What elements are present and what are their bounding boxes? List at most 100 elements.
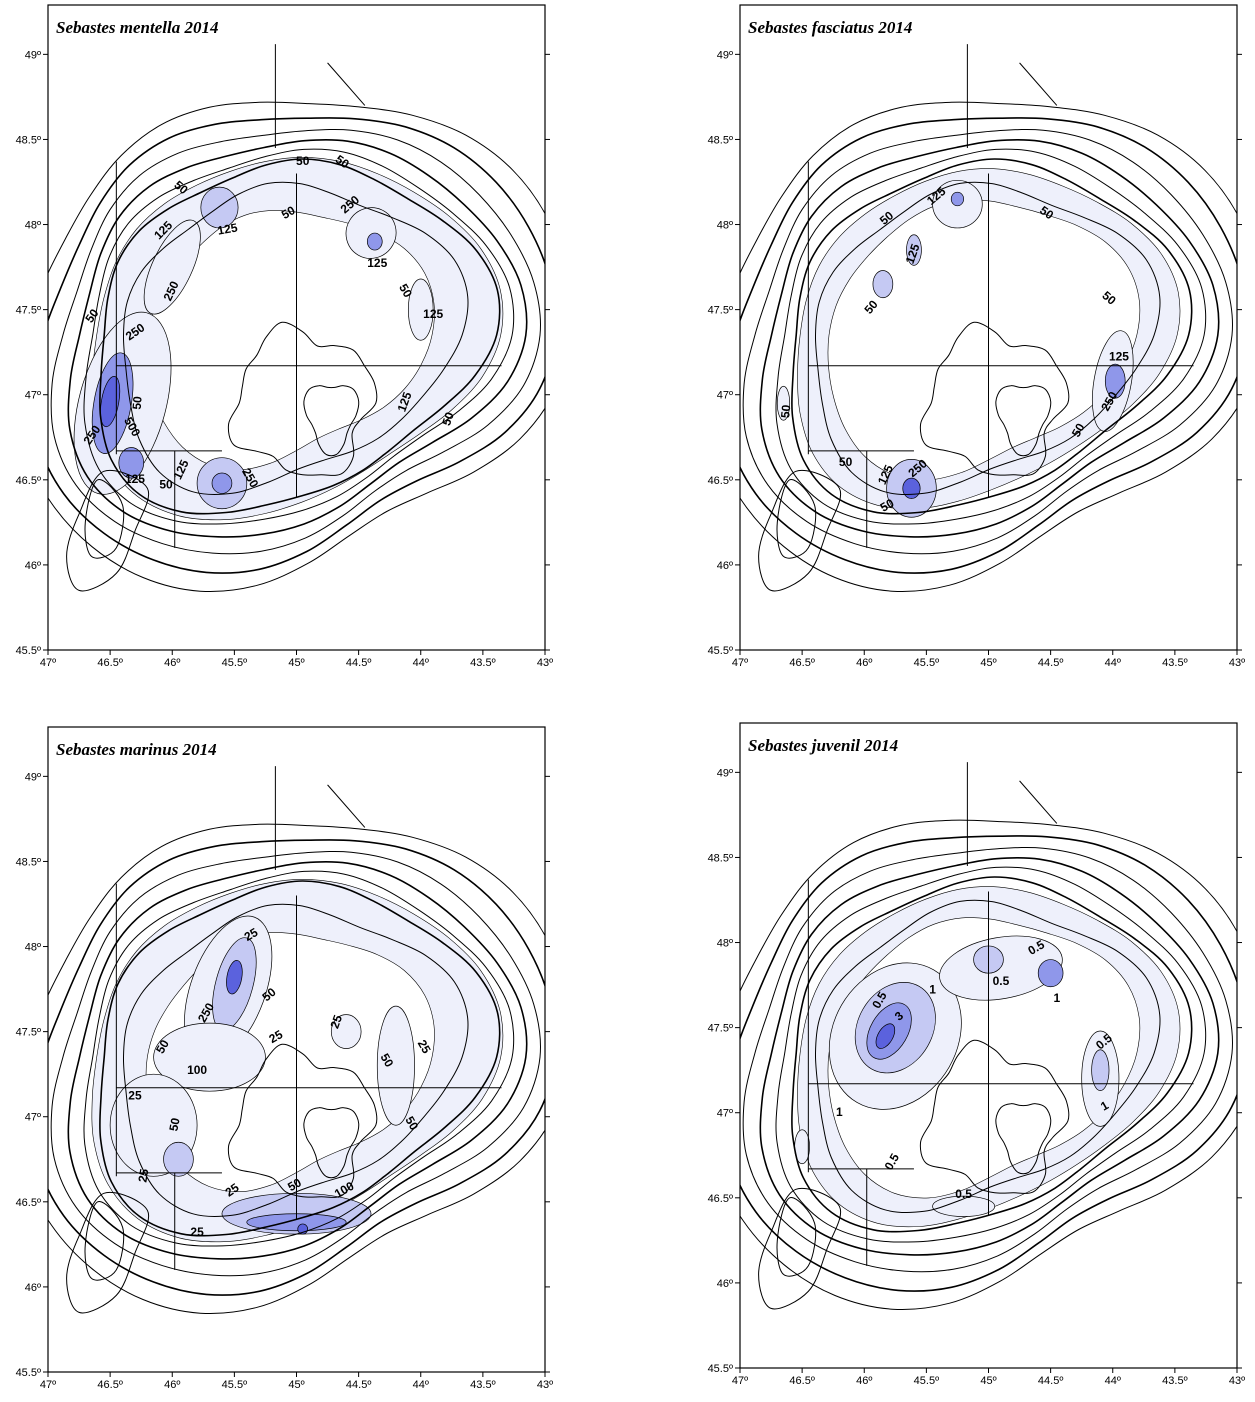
x-tick-label: 45º — [980, 1375, 996, 1387]
y-tick-label: 47.5º — [16, 1027, 41, 1039]
contour-label: 25 — [190, 1225, 204, 1239]
map-title: Sebastes juvenil 2014 — [748, 736, 898, 755]
depth-contour — [122, 181, 469, 495]
x-tick-label: 43º — [537, 657, 553, 669]
y-tick-label: 47º — [25, 390, 41, 402]
contour-label: 125 — [423, 307, 443, 321]
density-patch — [1091, 1049, 1110, 1091]
x-tick-label: 47º — [40, 1379, 56, 1391]
contour-label: 50 — [1069, 421, 1088, 440]
y-tick-label: 47º — [25, 1112, 41, 1124]
stratum-line — [1019, 62, 1058, 106]
y-tick-label: 48º — [25, 220, 41, 232]
contour-label: 1 — [1053, 991, 1060, 1005]
depth-contour — [122, 903, 469, 1217]
contour-label: 50 — [153, 1037, 172, 1056]
x-tick-label: 44º — [1105, 1375, 1121, 1387]
x-tick-label: 45º — [288, 1379, 304, 1391]
contour-label: 0.5 — [993, 974, 1010, 988]
stratum-line — [327, 62, 366, 106]
depth-contour — [775, 866, 1207, 1243]
contour-label: 125 — [367, 256, 387, 270]
contour-label: 50 — [396, 281, 415, 300]
y-tick-label: 47º — [717, 390, 733, 402]
contour-label: 25 — [135, 1167, 151, 1183]
map-title: Sebastes mentella 2014 — [56, 18, 218, 37]
contour-label: 50 — [296, 154, 310, 168]
x-tick-label: 44º — [413, 657, 429, 669]
depth-contour — [740, 835, 1237, 1292]
contour-label: 50 — [839, 455, 853, 469]
y-tick-label: 46º — [717, 560, 733, 572]
depth-contour — [67, 860, 528, 1260]
map-panel-mentella: 50 50 50 250 125 125 50 125 250 50 50 250 125 50 125 50… — [0, 0, 560, 680]
map-panel-juvenil: 0.5 0.5 3 1 0.5 1 0.5 1 1 0.5 0.5 Sebastes juvenil … — [692, 718, 1252, 1398]
x-tick-label: 46º — [164, 1379, 180, 1391]
depth-contour — [48, 823, 545, 1314]
contour-label: 100 — [187, 1063, 207, 1077]
inner-outline — [303, 385, 360, 457]
density-patch — [345, 207, 397, 259]
depth-contour — [740, 117, 1237, 574]
stratum-line — [1019, 780, 1058, 824]
y-tick-label: 45.5º — [708, 1363, 733, 1375]
x-tick-label: 47º — [40, 657, 56, 669]
density-patch — [153, 1022, 266, 1092]
depth-contour — [759, 138, 1220, 538]
contour-label: 50 — [130, 395, 145, 410]
density-band — [797, 168, 1181, 510]
x-tick-label: 44º — [1105, 657, 1121, 669]
density-patch — [100, 375, 121, 428]
depth-contour — [759, 856, 1220, 1256]
x-tick-label: 43.5º — [1162, 1375, 1187, 1387]
depth-contour — [48, 101, 545, 592]
x-tick-label: 46º — [856, 1375, 872, 1387]
x-tick-label: 43.5º — [470, 1379, 495, 1391]
density-patch — [939, 935, 1063, 1001]
contour-label: 50 — [778, 404, 793, 419]
density-patch — [776, 385, 791, 421]
density-patch — [200, 186, 239, 229]
density-patch — [330, 1014, 362, 1049]
contour-label: 25 — [242, 925, 261, 944]
depth-contour — [814, 181, 1161, 495]
x-tick-label: 45.5º — [222, 1379, 247, 1391]
contour-label: 50 — [878, 496, 897, 515]
depth-contour — [742, 846, 1233, 1273]
contour-label: 0.5 — [955, 1187, 972, 1201]
contour-label: 25 — [327, 1013, 345, 1031]
x-tick-label: 46.5º — [97, 657, 122, 669]
density-patch — [407, 278, 434, 341]
depth-contour — [83, 148, 515, 525]
contour-label: 50 — [378, 1051, 397, 1070]
contour-label: 125 — [395, 390, 415, 414]
x-tick-label: 46.5º — [97, 1379, 122, 1391]
density-patch — [376, 1005, 415, 1126]
x-tick-label: 44º — [413, 1379, 429, 1391]
x-tick-label: 46º — [856, 657, 872, 669]
density-patch — [902, 477, 921, 499]
depth-contour — [50, 850, 541, 1277]
contour-label: 125 — [125, 472, 145, 486]
depth-contour — [67, 138, 528, 538]
x-tick-label: 45º — [980, 657, 996, 669]
map-panel-marinus: 25 50 250 50 25 100 25 50 25 25 50 50 25 25 50 100 25 Seb… — [0, 722, 560, 1402]
contour-label: 50 — [159, 477, 173, 491]
x-tick-label: 43º — [537, 1379, 553, 1391]
density-patch — [143, 219, 201, 315]
depth-contour — [740, 101, 1237, 592]
contour-label: 1 — [836, 1105, 843, 1119]
y-tick-label: 47.5º — [708, 1023, 733, 1035]
y-tick-label: 48.5º — [708, 134, 733, 146]
density-patch — [950, 191, 965, 207]
density-patch — [872, 270, 894, 299]
depth-contour — [814, 899, 1161, 1213]
x-tick-label: 47º — [732, 1375, 748, 1387]
depth-contour — [83, 870, 515, 1247]
y-tick-label: 48.5º — [708, 852, 733, 864]
x-tick-label: 46.5º — [789, 657, 814, 669]
x-tick-label: 46.5º — [789, 1375, 814, 1387]
density-patch — [366, 232, 383, 251]
